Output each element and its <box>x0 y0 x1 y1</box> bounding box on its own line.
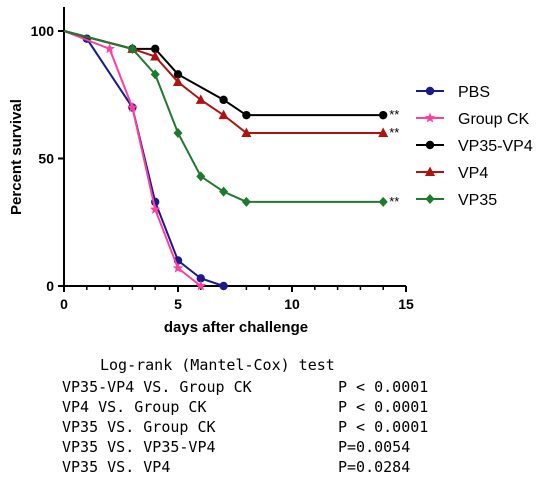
log-rank-stats: Log-rank (Mantel-Cox) test VP35-VP4 VS. … <box>62 356 428 478</box>
y-tick-label: 50 <box>38 151 54 167</box>
legend-marker <box>425 86 435 96</box>
data-point-vp4 <box>218 109 229 120</box>
significance-label-vp4: ** <box>389 125 399 140</box>
data-point-group-ck <box>195 280 207 291</box>
x-tick-label: 15 <box>398 296 414 312</box>
y-tick-label: 0 <box>46 278 54 294</box>
data-point-group-ck <box>172 262 184 273</box>
series-pbs <box>63 30 228 291</box>
data-point-pbs <box>196 274 205 283</box>
data-point-group-ck <box>127 102 138 112</box>
data-point-vp35-vp4 <box>219 95 228 105</box>
data-point-vp35 <box>378 196 388 207</box>
series-vp35: ** <box>63 30 399 209</box>
stats-comparison: VP35 VS. VP35-VP4 <box>62 438 216 456</box>
data-point-vp4 <box>195 94 206 104</box>
series-layer: ** ** ** <box>63 30 399 291</box>
stats-row: VP35-VP4 VS. Group CK P < 0.0001 <box>62 378 428 398</box>
data-point-vp35-vp4 <box>242 110 251 120</box>
y-tick-label: 100 <box>31 23 55 39</box>
legend-label: PBS <box>458 84 490 101</box>
data-point-group-ck <box>149 204 161 214</box>
legend-label: VP4 <box>458 165 488 182</box>
legend-marker <box>425 194 435 204</box>
series-group-ck <box>63 30 207 291</box>
stats-comparison: VP4 VS. Group CK <box>62 398 207 416</box>
survival-chart: 0 50 100 0 5 10 15 ** ** ** PBS Group CK VP35-VP4 V… <box>8 7 533 336</box>
stats-row: VP4 VS. Group CK P < 0.0001 <box>62 398 428 418</box>
y-axis-title: Percent survival <box>8 99 25 215</box>
legend-item-vp35-vp4: VP35-VP4 <box>416 138 533 155</box>
legend-marker <box>424 112 436 123</box>
data-point-vp4 <box>150 51 161 61</box>
data-point-vp35 <box>127 43 137 54</box>
data-point-vp35-vp4 <box>379 110 388 120</box>
x-tick-label: 5 <box>174 296 182 312</box>
stats-comparison: VP35 VS. VP4 <box>62 458 171 476</box>
data-point-vp4 <box>241 127 252 137</box>
legend: PBS Group CK VP35-VP4 VP4 VP35 <box>416 84 533 209</box>
legend-marker <box>425 166 435 176</box>
stats-p-value: P=0.0284 <box>338 458 411 476</box>
stats-comparison: VP35-VP4 VS. Group CK <box>62 378 252 396</box>
legend-item-group-ck: Group CK <box>416 111 529 128</box>
stats-p-value: P < 0.0001 <box>338 398 429 416</box>
stats-p-value: P < 0.0001 <box>338 378 429 396</box>
stats-row: VP35 VS. VP4 P=0.0284 <box>62 458 410 478</box>
x-tick-label: 0 <box>60 296 68 312</box>
stats-row: VP35 VS. VP35-VP4 P=0.0054 <box>62 438 410 458</box>
stats-p-value: P=0.0054 <box>338 438 411 456</box>
legend-label: VP35-VP4 <box>458 138 533 155</box>
data-point-vp4 <box>378 127 389 137</box>
legend-item-pbs: PBS <box>416 84 490 101</box>
axes: 0 50 100 0 5 10 15 <box>31 7 414 312</box>
data-point-vp35 <box>241 196 251 207</box>
series-line-vp4 <box>63 30 384 134</box>
data-point-vp35 <box>150 69 160 80</box>
data-point-vp35-vp4 <box>151 44 160 54</box>
x-axis-title: days after challenge <box>164 319 308 336</box>
series-line-group-ck <box>63 30 202 287</box>
series-line-vp35 <box>63 30 384 203</box>
stats-title: Log-rank (Mantel-Cox) test <box>100 356 335 374</box>
data-point-vp35 <box>196 171 206 182</box>
significance-label-vp35-vp4: ** <box>389 107 399 122</box>
data-point-vp4 <box>173 76 183 86</box>
x-tick-label: 10 <box>284 296 300 312</box>
significance-label-vp35: ** <box>389 194 399 209</box>
legend-label: VP35 <box>458 192 497 209</box>
stats-comparison: VP35 VS. Group CK <box>62 418 216 436</box>
legend-label: Group CK <box>458 111 529 128</box>
data-point-vp35-vp4 <box>173 70 183 79</box>
legend-item-vp4: VP4 <box>416 165 488 182</box>
legend-marker <box>425 140 435 150</box>
stats-p-value: P < 0.0001 <box>338 418 429 436</box>
data-point-group-ck <box>104 43 115 54</box>
legend-item-vp35: VP35 <box>416 192 497 209</box>
data-point-vp35 <box>219 186 229 197</box>
data-point-vp35 <box>173 128 183 138</box>
stats-row: VP35 VS. Group CK P < 0.0001 <box>62 418 428 438</box>
data-point-pbs <box>219 281 228 291</box>
